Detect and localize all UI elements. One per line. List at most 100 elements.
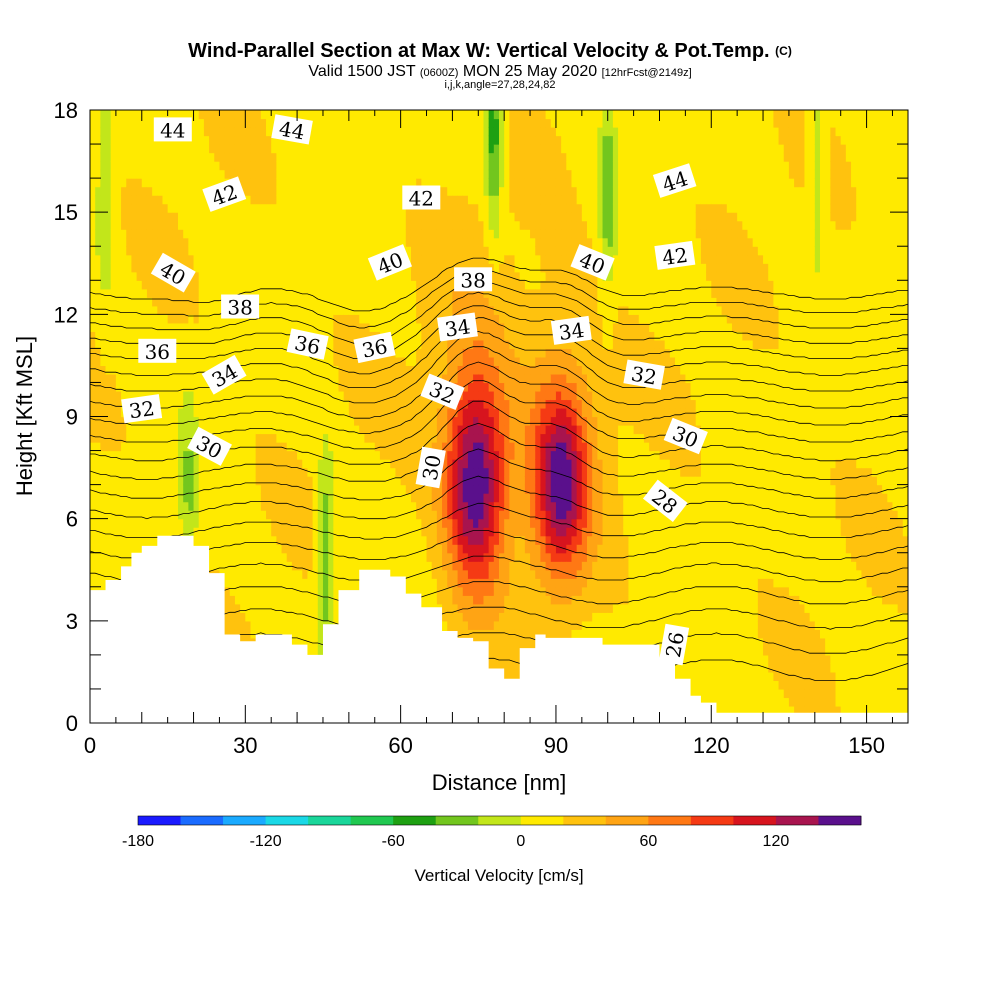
velocity-cell <box>167 314 174 324</box>
velocity-cell <box>121 237 127 247</box>
velocity-cell <box>255 382 262 392</box>
velocity-cell <box>379 118 386 128</box>
velocity-cell <box>126 382 133 392</box>
velocity-cell <box>297 169 303 179</box>
velocity-cell <box>343 365 350 375</box>
velocity-cell <box>297 365 303 375</box>
velocity-cell <box>302 459 309 469</box>
velocity-cell <box>240 459 246 469</box>
velocity-cell <box>105 518 112 528</box>
velocity-cell <box>291 552 298 562</box>
velocity-cell <box>214 425 221 435</box>
velocity-cell <box>286 161 293 171</box>
velocity-cell <box>162 373 169 384</box>
velocity-cell <box>322 365 329 375</box>
velocity-cell <box>416 382 422 392</box>
velocity-cell <box>214 331 221 341</box>
velocity-cell <box>410 450 417 460</box>
velocity-cell <box>395 297 402 307</box>
velocity-cell <box>131 373 138 384</box>
velocity-cell <box>115 493 122 503</box>
velocity-cell <box>385 271 391 281</box>
velocity-cell <box>338 348 345 358</box>
velocity-cell <box>343 110 350 120</box>
velocity-cell <box>364 254 371 264</box>
velocity-cell <box>100 407 107 418</box>
velocity-cell <box>322 161 329 171</box>
velocity-cell <box>255 212 262 222</box>
velocity-cell <box>291 314 298 324</box>
velocity-cell <box>219 237 226 247</box>
velocity-cell <box>302 280 309 290</box>
velocity-cell <box>369 433 376 443</box>
velocity-cell <box>343 569 350 579</box>
velocity-cell <box>245 382 252 392</box>
velocity-cell <box>338 399 345 409</box>
velocity-cell <box>260 484 267 494</box>
velocity-cell <box>229 612 236 622</box>
velocity-cell <box>90 501 96 511</box>
velocity-cell <box>395 110 402 120</box>
velocity-cell <box>416 229 422 239</box>
velocity-cell <box>338 407 345 418</box>
velocity-cell <box>426 135 433 145</box>
velocity-cell <box>121 186 127 196</box>
velocity-cell <box>110 169 117 179</box>
velocity-cell <box>333 135 340 145</box>
velocity-cell <box>348 569 355 579</box>
velocity-cell <box>359 373 365 384</box>
velocity-cell <box>328 527 334 537</box>
velocity-cell <box>240 407 246 418</box>
velocity-cell <box>183 348 189 358</box>
velocity-cell <box>410 390 417 401</box>
velocity-cell <box>343 407 350 418</box>
velocity-cell <box>224 152 231 162</box>
velocity-cell <box>183 314 189 324</box>
velocity-cell <box>126 501 133 511</box>
velocity-cell <box>333 161 340 171</box>
velocity-cell <box>229 510 236 520</box>
velocity-cell <box>286 365 293 375</box>
velocity-cell <box>209 127 215 137</box>
velocity-cell <box>405 169 412 179</box>
velocity-cell <box>410 476 417 486</box>
velocity-cell <box>338 390 345 401</box>
velocity-cell <box>121 203 127 213</box>
velocity-cell <box>250 331 257 341</box>
velocity-cell <box>162 399 169 409</box>
velocity-cell <box>100 212 107 222</box>
velocity-cell <box>131 527 138 537</box>
velocity-cell <box>442 365 448 375</box>
velocity-cell <box>167 152 174 162</box>
velocity-cell <box>131 305 138 315</box>
velocity-cell <box>410 510 417 520</box>
velocity-cell <box>276 152 283 162</box>
velocity-cell <box>333 263 340 273</box>
velocity-cell <box>162 237 169 247</box>
velocity-cell <box>234 322 241 332</box>
velocity-cell <box>359 459 365 469</box>
velocity-cell <box>162 110 169 120</box>
velocity-cell <box>234 237 241 247</box>
velocity-cell <box>260 510 267 520</box>
velocity-cell <box>203 501 210 511</box>
velocity-cell <box>157 229 164 239</box>
velocity-cell <box>90 356 96 367</box>
velocity-cell <box>152 229 158 239</box>
chart-subtitle: Valid 1500 JST (0600Z) MON 25 May 2020 [… <box>308 63 691 80</box>
velocity-cell <box>312 620 319 630</box>
velocity-cell <box>395 288 402 298</box>
velocity-cell <box>157 518 164 528</box>
velocity-cell <box>286 407 293 418</box>
velocity-cell <box>271 399 277 409</box>
velocity-cell <box>141 425 148 435</box>
velocity-cell <box>240 220 246 230</box>
velocity-cell <box>405 237 412 247</box>
velocity-cell <box>162 195 169 205</box>
velocity-cell <box>162 433 169 443</box>
velocity-cell <box>136 425 143 435</box>
velocity-cell <box>343 331 350 341</box>
velocity-cell <box>110 390 117 401</box>
velocity-cell <box>286 603 293 613</box>
velocity-cell <box>271 186 277 196</box>
